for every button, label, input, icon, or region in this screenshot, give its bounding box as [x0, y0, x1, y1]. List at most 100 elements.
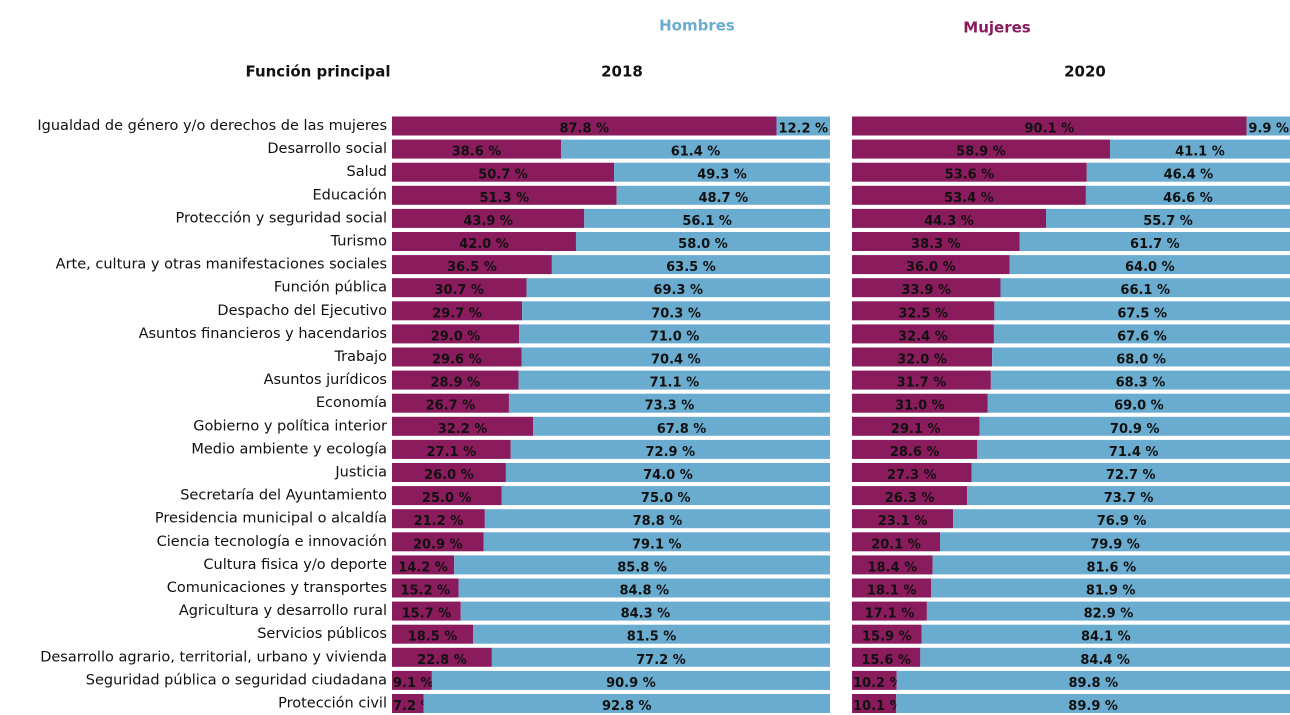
value-label: 17.1 %: [865, 607, 915, 622]
value-label: 43.9 %: [463, 214, 513, 229]
value-label: 68.0 %: [1116, 353, 1166, 368]
value-label: 73.7 %: [1104, 491, 1154, 506]
bar-segment: [1109, 139, 1290, 159]
value-label: 89.9 %: [1068, 699, 1118, 714]
value-label: 58.9 %: [956, 145, 1006, 160]
bar-segment: [551, 255, 830, 275]
value-label: 78.8 %: [633, 514, 683, 529]
value-label: 67.5 %: [1117, 306, 1167, 321]
bar-segment: [953, 509, 1290, 529]
value-label: 72.7 %: [1106, 468, 1156, 483]
value-label: 20.1 %: [871, 537, 921, 552]
category-label: Secretaría del Ayuntamiento: [180, 488, 387, 504]
value-label: 23.1 %: [878, 514, 928, 529]
panel-title: 2018: [601, 63, 643, 81]
category-label: Agricultura y desarrollo rural: [179, 603, 387, 619]
category-label: Desarrollo agrario, territorial, urbano …: [40, 649, 387, 665]
bar-segment: [852, 624, 922, 644]
value-label: 70.3 %: [651, 306, 701, 321]
value-label: 22.8 %: [417, 653, 467, 668]
bar-segment: [392, 486, 502, 506]
value-label: 21.2 %: [414, 514, 464, 529]
value-label: 29.6 %: [432, 353, 482, 368]
bar-segment: [392, 139, 562, 159]
category-label: Función pública: [274, 280, 387, 296]
bar-segment: [987, 393, 1290, 413]
category-label: Asuntos financieros y hacendarios: [139, 326, 387, 342]
value-label: 71.4 %: [1109, 445, 1159, 460]
value-label: 66.1 %: [1120, 283, 1170, 298]
value-label: 71.1 %: [649, 376, 699, 391]
legend-mujeres: Mujeres: [963, 19, 1030, 37]
value-label: 20.9 %: [413, 537, 463, 552]
category-label: Cultura fisica y/o deporte: [203, 557, 387, 573]
bar-segment: [852, 532, 941, 552]
bar-segment: [392, 162, 615, 182]
bar-segment: [852, 670, 897, 690]
category-label: Turismo: [330, 234, 388, 250]
value-label: 31.7 %: [897, 376, 947, 391]
value-label: 9.9 %: [1248, 122, 1289, 137]
value-label: 26.3 %: [885, 491, 935, 506]
bar-segment: [614, 162, 830, 182]
bar-segment: [616, 185, 830, 205]
value-label: 50.7 %: [478, 168, 528, 183]
bar-segment: [473, 624, 830, 644]
bar-segment: [852, 278, 1001, 298]
value-label: 7.2 %: [393, 699, 434, 714]
value-label: 79.1 %: [632, 537, 682, 552]
bar-segment: [776, 116, 830, 136]
value-label: 87.8 %: [559, 122, 609, 137]
value-label: 30.7 %: [434, 283, 484, 298]
bar-segment: [940, 532, 1290, 552]
bar-segment: [979, 416, 1290, 436]
bar-segment: [392, 393, 509, 413]
value-label: 81.6 %: [1086, 560, 1136, 575]
value-label: 75.0 %: [641, 491, 691, 506]
bar-segment: [852, 509, 954, 529]
value-label: 84.4 %: [1080, 653, 1130, 668]
value-label: 49.3 %: [697, 168, 747, 183]
bar-segment: [501, 486, 830, 506]
value-label: 55.7 %: [1143, 214, 1193, 229]
bar-segment: [533, 416, 830, 436]
bar-segment: [1246, 116, 1290, 136]
value-label: 27.3 %: [887, 468, 937, 483]
category-label: Igualdad de género y/o derechos de las m…: [37, 118, 387, 134]
category-label: Educación: [313, 187, 387, 203]
value-label: 9.1 %: [393, 676, 434, 691]
bar-segment: [852, 439, 978, 459]
bar-segment: [392, 324, 520, 344]
value-label: 36.5 %: [447, 260, 497, 275]
value-label: 53.4 %: [944, 191, 994, 206]
category-label: Economía: [316, 395, 387, 411]
bar-segment: [1046, 208, 1290, 228]
value-label: 32.0 %: [897, 353, 947, 368]
value-label: 70.9 %: [1110, 422, 1160, 437]
value-label: 77.2 %: [636, 653, 686, 668]
value-label: 56.1 %: [682, 214, 732, 229]
value-label: 73.3 %: [645, 399, 695, 414]
value-label: 15.6 %: [861, 653, 911, 668]
bar-segment: [852, 185, 1086, 205]
value-label: 33.9 %: [901, 283, 951, 298]
value-label: 25.0 %: [422, 491, 472, 506]
value-label: 69.0 %: [1114, 399, 1164, 414]
bar-segment: [1086, 162, 1290, 182]
value-label: 18.1 %: [867, 584, 917, 599]
category-label: Asuntos jurídicos: [264, 372, 387, 388]
value-label: 67.6 %: [1117, 329, 1167, 344]
category-label: Comunicaciones y transportes: [167, 580, 387, 596]
bar-segment: [977, 439, 1290, 459]
bar-segment: [458, 578, 830, 598]
category-label: Protección civil: [278, 696, 387, 712]
bar-segment: [491, 647, 830, 667]
bar-segment: [510, 439, 830, 459]
bar-segment: [990, 370, 1290, 390]
value-label: 48.7 %: [699, 191, 749, 206]
value-label: 84.3 %: [621, 607, 671, 622]
bar-segment: [423, 694, 830, 713]
bar-segment: [454, 555, 830, 575]
